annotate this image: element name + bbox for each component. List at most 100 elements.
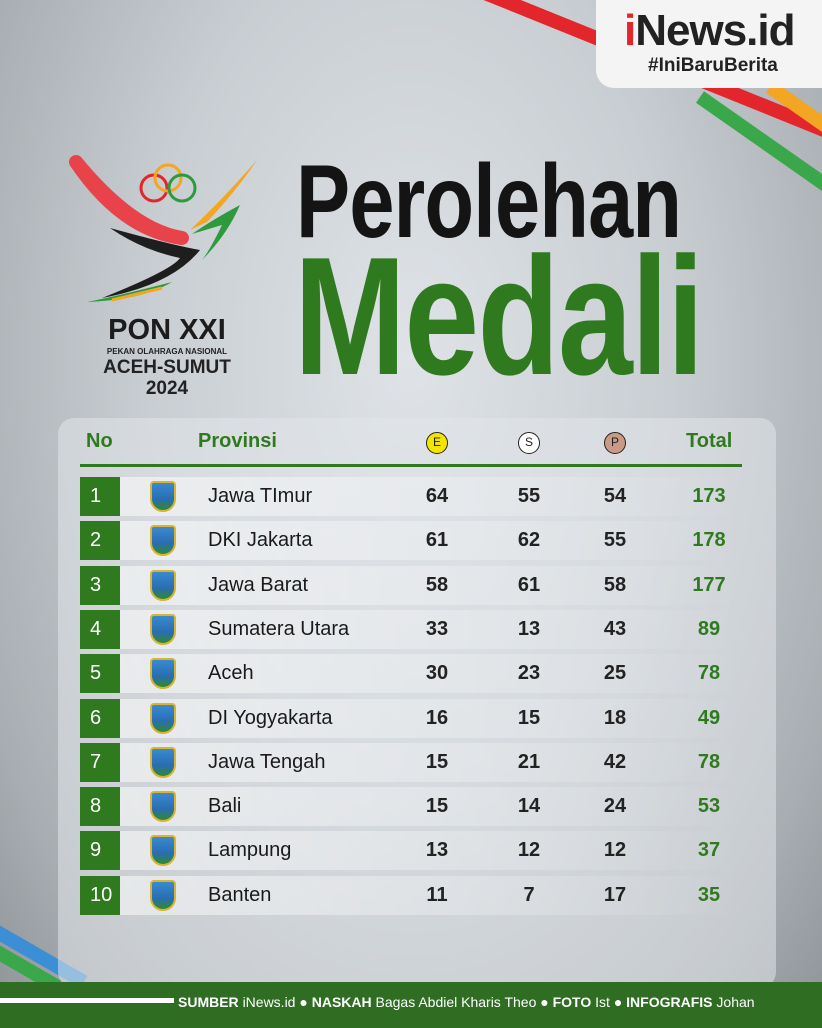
rank-cell: 8 <box>80 787 120 827</box>
header-total: Total <box>686 430 733 452</box>
event-subtitle: PEKAN OLAHRAGA NASIONAL <box>106 347 228 356</box>
bronze-count: 58 <box>603 573 627 596</box>
silver-count: 7 <box>523 883 535 906</box>
total-count: 89 <box>697 617 721 640</box>
total-count: 78 <box>697 750 721 773</box>
gold-count: 64 <box>425 485 449 507</box>
gold-count: 13 <box>425 839 449 862</box>
total-count: 178 <box>692 529 726 552</box>
gold-count: 33 <box>425 617 449 640</box>
footer-bar <box>0 998 174 1003</box>
gold-count: 58 <box>425 573 449 596</box>
rank-cell: 2 <box>80 521 120 561</box>
credits-footer: SUMBER iNews.id ● NASKAH Bagas Abdiel Kh… <box>0 982 822 1028</box>
separator: ● <box>613 994 623 1010</box>
pon-logo: PON XXI PEKAN OLAHRAGA NASIONAL ACEH-SUM… <box>62 150 282 400</box>
total-count: 35 <box>697 883 721 906</box>
province-name: Bali <box>208 795 242 818</box>
credit-label: SUMBER <box>178 994 239 1010</box>
tagline: #IniBaruBerita <box>648 55 778 76</box>
header-divider <box>80 464 742 467</box>
credit-value: Bagas Abdiel Kharis Theo <box>375 994 537 1010</box>
gold-count: 15 <box>425 750 449 773</box>
credit-value: Johan <box>716 994 755 1010</box>
gold-count: 15 <box>425 795 449 818</box>
province-emblem-icon <box>150 835 176 867</box>
silver-count: 15 <box>517 706 541 729</box>
gold-medal-icon: E <box>426 432 448 454</box>
gold-count: 61 <box>425 529 449 552</box>
province-emblem-icon <box>150 791 176 823</box>
silver-count: 23 <box>517 662 541 685</box>
table-row: 9 Lampung 13 12 12 37 <box>80 831 742 871</box>
event-year: 2024 <box>145 378 189 399</box>
total-count: 37 <box>697 839 721 862</box>
province-name: Banten <box>208 883 272 906</box>
silver-count: 62 <box>517 529 541 552</box>
rank-cell: 1 <box>80 477 120 516</box>
credit-value: Ist <box>595 994 610 1010</box>
province-name: DI Yogyakarta <box>208 706 333 729</box>
rank-cell: 6 <box>80 698 120 738</box>
rank-cell: 7 <box>80 742 120 782</box>
header-province: Provinsi <box>198 430 277 452</box>
silver-count: 14 <box>517 795 541 818</box>
gold-count: 30 <box>425 662 449 685</box>
bronze-count: 24 <box>603 795 627 818</box>
bronze-count: 54 <box>603 485 627 507</box>
table-row: 2 DKI Jakarta 61 62 55 178 <box>80 521 742 561</box>
silver-count: 55 <box>517 485 541 507</box>
gold-count: 11 <box>426 883 448 906</box>
province-emblem-icon <box>150 746 176 778</box>
table-row: 3 Jawa Barat 58 61 58 177 <box>80 565 742 605</box>
event-host: ACEH-SUMUT <box>103 357 231 378</box>
silver-count: 13 <box>517 617 541 640</box>
rank-cell: 9 <box>80 831 120 871</box>
silver-medal-icon: S <box>518 432 540 454</box>
province-emblem-icon <box>150 879 176 911</box>
rank-cell: 3 <box>80 565 120 605</box>
event-name: PON XXI <box>108 314 226 346</box>
province-emblem-icon <box>150 525 176 557</box>
silver-count: 61 <box>517 573 541 596</box>
credit-label: FOTO <box>552 994 592 1010</box>
province-name: Lampung <box>208 839 292 862</box>
credit-value: iNews.id <box>242 994 296 1010</box>
bronze-count: 25 <box>603 662 627 685</box>
table-row: 5 Aceh 30 23 25 78 <box>80 654 742 694</box>
credit-label: INFOGRAFIS <box>626 994 713 1010</box>
province-emblem-icon <box>150 658 176 690</box>
rank-cell: 10 <box>80 875 120 915</box>
bronze-count: 55 <box>603 529 627 552</box>
province-name: Aceh <box>208 662 254 685</box>
rank-cell: 4 <box>80 609 120 649</box>
credit-label: NASKAH <box>311 994 372 1010</box>
bronze-count: 42 <box>603 750 627 773</box>
silver-count: 21 <box>517 750 541 773</box>
table-row: 8 Bali 15 14 24 53 <box>80 787 742 827</box>
table-row: 1 Jawa TImur 64 55 54 173 <box>80 477 742 516</box>
title-line1: Perolehan <box>296 144 682 260</box>
province-name: DKI Jakarta <box>208 529 313 552</box>
province-emblem-icon <box>150 702 176 734</box>
logo-text: News.id <box>635 6 795 55</box>
province-emblem-icon <box>150 481 176 512</box>
bronze-count: 18 <box>603 706 627 729</box>
silver-count: 12 <box>517 839 541 862</box>
table-row: 6 DI Yogyakarta 16 15 18 49 <box>80 698 742 738</box>
bronze-medal-icon: P <box>604 432 626 454</box>
total-count: 173 <box>692 485 726 507</box>
inews-logo: iNews.id <box>624 6 796 56</box>
table-row: 7 Jawa Tengah 15 21 42 78 <box>80 742 742 782</box>
separator: ● <box>540 994 549 1010</box>
table-row: 4 Sumatera Utara 33 13 43 89 <box>80 609 742 649</box>
separator: ● <box>299 994 308 1010</box>
total-count: 49 <box>697 706 721 729</box>
inews-brand: iNews.id #IniBaruBerita <box>596 0 822 88</box>
total-count: 78 <box>697 662 721 685</box>
province-name: Jawa Barat <box>208 573 309 596</box>
table-row: 10 Banten 11 7 17 35 <box>80 875 742 915</box>
logo-i: i <box>624 6 636 55</box>
province-name: Jawa Tengah <box>208 750 326 773</box>
gold-count: 16 <box>425 706 449 729</box>
